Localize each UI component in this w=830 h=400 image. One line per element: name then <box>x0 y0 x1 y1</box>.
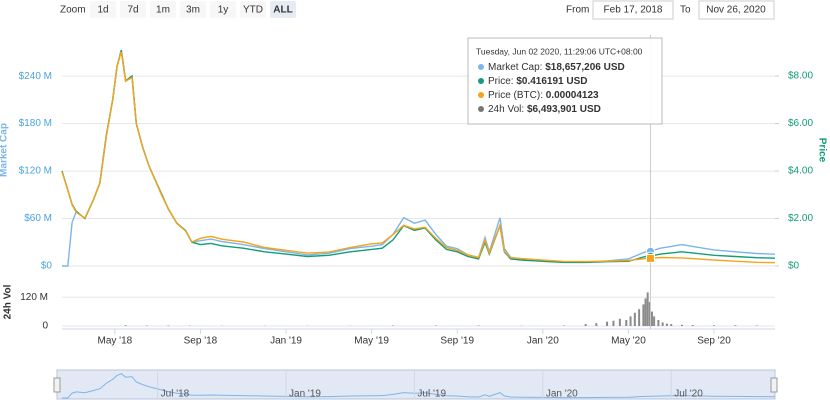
tooltip-line: Price: $0.416191 USD <box>488 76 588 87</box>
volume-bar <box>648 302 651 326</box>
volume-bar <box>644 298 647 326</box>
zoom-button-label[interactable]: 1m <box>156 5 170 16</box>
x-tick-label: Jan '19 <box>270 336 302 347</box>
from-input[interactable] <box>592 0 674 20</box>
y2-tick-label: $0 <box>788 261 800 272</box>
zoom-button-label[interactable]: 1d <box>97 5 108 16</box>
x-tick-label: May '20 <box>611 336 646 347</box>
y-tick-label: $0 <box>41 261 53 272</box>
volume-bar <box>633 312 636 326</box>
tooltip-label: Price: <box>488 76 514 87</box>
tooltip-title: Tuesday, Jun 02 2020, 11:29:06 UTC+08:00 <box>476 46 643 56</box>
volume-bar <box>618 318 621 326</box>
volume-bar <box>606 321 609 326</box>
tooltip <box>467 37 663 125</box>
series-line <box>61 51 776 264</box>
navigator-tick-label: Jul '18 <box>161 389 190 400</box>
to-label: To <box>680 5 691 16</box>
tooltip-label: Market Cap: <box>488 62 542 73</box>
zoom-button[interactable] <box>120 1 146 18</box>
navigator-tick-label: Jul '19 <box>417 389 446 400</box>
volume-bar <box>124 325 127 326</box>
zoom-button[interactable] <box>180 1 206 18</box>
tooltip-value: $6,493,901 USD <box>527 104 601 115</box>
volume-bar <box>638 309 641 326</box>
volume-bar <box>661 322 664 326</box>
from-value[interactable]: Feb 17, 2018 <box>604 5 663 16</box>
tooltip-line: 24h Vol: $6,493,901 USD <box>488 104 601 115</box>
x-tick-label: May '18 <box>98 336 133 347</box>
zoom-button-label[interactable]: ALL <box>273 5 292 16</box>
volume-bar <box>584 324 587 326</box>
tooltip-bullet <box>478 78 484 84</box>
volume-bar <box>650 311 653 326</box>
tooltip-bullet <box>478 64 484 70</box>
to-value[interactable]: Nov 26, 2020 <box>706 5 766 16</box>
volume-bar <box>612 320 615 326</box>
navigator-handle[interactable] <box>53 377 61 393</box>
hover-marker <box>645 253 655 263</box>
y-tick-label: $240 M <box>19 71 52 82</box>
volume-bar <box>734 325 737 326</box>
volume-bar <box>691 325 694 326</box>
x-tick-label: Sep '19 <box>440 336 474 347</box>
volume-bar <box>642 304 645 326</box>
volume-bar <box>657 320 660 326</box>
tooltip-bullet <box>478 92 484 98</box>
y-tick-label: $180 M <box>19 118 52 129</box>
navigator-series <box>62 373 776 399</box>
tooltip-value: $18,657,206 USD <box>545 62 625 73</box>
zoom-button-label[interactable]: YTD <box>243 5 263 16</box>
vol-tick-label: 120 M <box>20 292 48 303</box>
tooltip-line: Market Cap: $18,657,206 USD <box>488 62 625 73</box>
navigator-tick-label: Jan '20 <box>546 389 578 400</box>
y2-tick-label: $2.00 <box>788 213 813 224</box>
zoom-button[interactable] <box>240 1 266 18</box>
volume-bar <box>646 292 649 326</box>
navigator-tick-label: Jul '20 <box>674 389 703 400</box>
y2-axis-title: Price <box>816 138 827 163</box>
tooltip-label: Price (BTC): <box>488 90 543 101</box>
volume-bar <box>665 323 668 326</box>
vol-tick-label: 0 <box>42 321 48 332</box>
x-tick-label: Sep '18 <box>184 336 218 347</box>
y-tick-label: $60 M <box>24 213 52 224</box>
zoom-button-label[interactable]: 1y <box>218 5 229 16</box>
x-tick-label: Sep '20 <box>697 336 731 347</box>
volume-bar <box>653 316 656 326</box>
navigator-tick-label: Jan '19 <box>289 389 321 400</box>
volume-bar <box>625 320 628 326</box>
y2-tick-label: $8.00 <box>788 71 813 82</box>
zoom-button[interactable] <box>210 1 236 18</box>
zoom-button-label[interactable]: 3m <box>186 5 200 16</box>
zoom-button[interactable] <box>270 1 296 18</box>
tooltip-label: 24h Vol: <box>488 104 524 115</box>
x-tick-label: Jan '20 <box>527 336 559 347</box>
volume-bar <box>629 316 632 326</box>
zoom-label: Zoom <box>60 5 86 16</box>
volume-bar <box>680 324 683 326</box>
zoom-button[interactable] <box>150 1 176 18</box>
navigator-handle[interactable] <box>770 377 778 393</box>
vol-axis-title: 24h Vol <box>3 284 14 319</box>
volume-bar <box>670 324 673 326</box>
tooltip-value: 0.00004123 <box>546 90 599 101</box>
tooltip-bullet <box>478 106 484 112</box>
y-axis-title: Market Cap <box>0 123 10 177</box>
from-label: From <box>566 5 589 16</box>
y2-tick-label: $6.00 <box>788 118 813 129</box>
volume-bar <box>595 323 598 326</box>
x-tick-label: May '19 <box>354 336 389 347</box>
y2-tick-label: $4.00 <box>788 166 813 177</box>
tooltip-line: Price (BTC): 0.00004123 <box>488 90 599 101</box>
y-tick-label: $120 M <box>19 166 52 177</box>
zoom-button[interactable] <box>90 1 116 18</box>
tooltip-value: $0.416191 USD <box>516 76 587 87</box>
zoom-button-label[interactable]: 7d <box>127 5 138 16</box>
volume-bar <box>713 325 716 326</box>
to-input[interactable] <box>698 0 775 20</box>
